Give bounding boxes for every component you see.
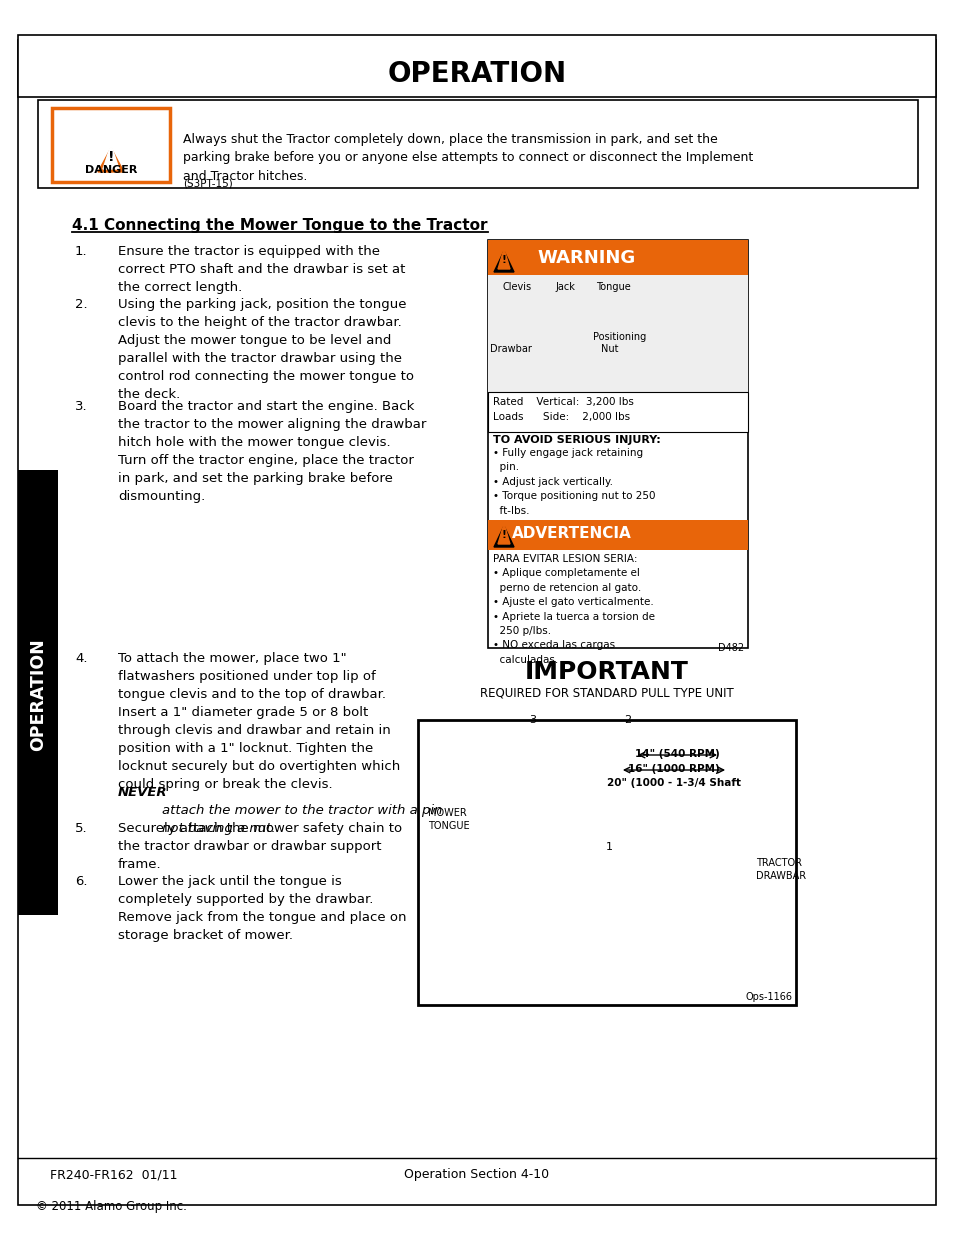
Text: © 2011 Alamo Group Inc.: © 2011 Alamo Group Inc.: [36, 1200, 187, 1213]
Polygon shape: [497, 524, 510, 543]
Text: Board the tractor and start the engine. Back
the tractor to the mower aligning t: Board the tractor and start the engine. …: [118, 400, 426, 503]
Text: 16" (1000 RPM): 16" (1000 RPM): [627, 764, 720, 774]
Text: 3.: 3.: [75, 400, 88, 412]
Text: !: !: [108, 149, 114, 164]
Text: Ensure the tractor is equipped with the
correct PTO shaft and the drawbar is set: Ensure the tractor is equipped with the …: [118, 245, 405, 294]
Polygon shape: [494, 251, 514, 272]
Bar: [488, 391, 747, 432]
Text: !: !: [501, 254, 506, 266]
Text: Positioning: Positioning: [593, 332, 645, 342]
Text: !: !: [501, 530, 506, 540]
Text: 2.: 2.: [75, 298, 88, 311]
Polygon shape: [494, 526, 514, 547]
Text: attach the mower to the tractor with a pin
not having a nut.: attach the mower to the tractor with a p…: [162, 785, 442, 835]
Bar: [488, 240, 747, 275]
Text: Ops-1166: Ops-1166: [745, 992, 792, 1002]
Text: ADVERTENCIA: ADVERTENCIA: [512, 526, 631, 541]
Text: OPERATION: OPERATION: [29, 638, 47, 751]
Text: 3: 3: [529, 715, 536, 725]
Text: Rated    Vertical:  3,200 lbs
Loads      Side:    2,000 lbs: Rated Vertical: 3,200 lbs Loads Side: 2,…: [493, 396, 633, 422]
Text: NEVER: NEVER: [118, 785, 168, 799]
Text: 1.: 1.: [75, 245, 88, 258]
Bar: [18, 35, 935, 98]
Bar: [488, 275, 747, 391]
Bar: [18, 471, 58, 915]
Text: Using the parking jack, position the tongue
clevis to the height of the tractor : Using the parking jack, position the ton…: [118, 298, 414, 401]
Text: MOWER
TONGUE: MOWER TONGUE: [428, 808, 469, 831]
Text: REQUIRED FOR STANDARD PULL TYPE UNIT: REQUIRED FOR STANDARD PULL TYPE UNIT: [479, 685, 733, 699]
Text: IMPORTANT: IMPORTANT: [524, 659, 688, 684]
Text: Operation Section 4-10: Operation Section 4-10: [404, 1168, 549, 1181]
Text: To attach the mower, place two 1"
flatwashers positioned under top lip of
tongue: To attach the mower, place two 1" flatwa…: [118, 652, 400, 790]
Text: • Fully engage jack retaining
  pin.
• Adjust jack vertically.
• Torque position: • Fully engage jack retaining pin. • Adj…: [493, 448, 655, 530]
Text: 4.1 Connecting the Mower Tongue to the Tractor: 4.1 Connecting the Mower Tongue to the T…: [71, 219, 487, 233]
Text: Tongue: Tongue: [596, 282, 630, 291]
Bar: [38, 100, 917, 188]
Bar: [488, 520, 747, 550]
Bar: [52, 107, 170, 182]
Text: PARA EVITAR LESION SERIA:
• Aplique completamente el
  perno de retencion al gat: PARA EVITAR LESION SERIA: • Aplique comp…: [493, 555, 655, 664]
Polygon shape: [98, 148, 124, 172]
Text: Jack: Jack: [555, 282, 575, 291]
Bar: [417, 720, 795, 1005]
Polygon shape: [497, 249, 510, 269]
Text: FR240-FR162  01/11: FR240-FR162 01/11: [50, 1168, 177, 1181]
Text: 1: 1: [605, 842, 612, 852]
Text: 5.: 5.: [75, 823, 88, 835]
Text: Nut: Nut: [600, 345, 618, 354]
Text: 2: 2: [624, 715, 631, 725]
Text: Always shut the Tractor completely down, place the transmission in park, and set: Always shut the Tractor completely down,…: [183, 133, 753, 183]
Polygon shape: [103, 144, 119, 169]
Text: OPERATION: OPERATION: [387, 61, 566, 88]
Text: Securely attach the mower safety chain to
the tractor drawbar or drawbar support: Securely attach the mower safety chain t…: [118, 823, 402, 871]
Text: 6.: 6.: [75, 876, 88, 888]
Text: DANGER: DANGER: [85, 165, 137, 175]
Bar: [488, 240, 747, 648]
Text: TRACTOR
DRAWBAR: TRACTOR DRAWBAR: [755, 858, 805, 882]
Text: 14" (540 RPM): 14" (540 RPM): [634, 748, 719, 760]
Text: Clevis: Clevis: [502, 282, 532, 291]
Text: Lower the jack until the tongue is
completely supported by the drawbar.
Remove j: Lower the jack until the tongue is compl…: [118, 876, 406, 942]
Text: 4.: 4.: [75, 652, 88, 664]
Text: TO AVOID SERIOUS INJURY:: TO AVOID SERIOUS INJURY:: [493, 435, 660, 445]
Text: 20" (1000 - 1-3/4 Shaft: 20" (1000 - 1-3/4 Shaft: [606, 778, 740, 788]
Text: Drawbar: Drawbar: [490, 345, 532, 354]
Text: D482: D482: [717, 643, 743, 653]
Text: WARNING: WARNING: [537, 249, 636, 267]
Text: (S3PT-15): (S3PT-15): [183, 179, 233, 189]
